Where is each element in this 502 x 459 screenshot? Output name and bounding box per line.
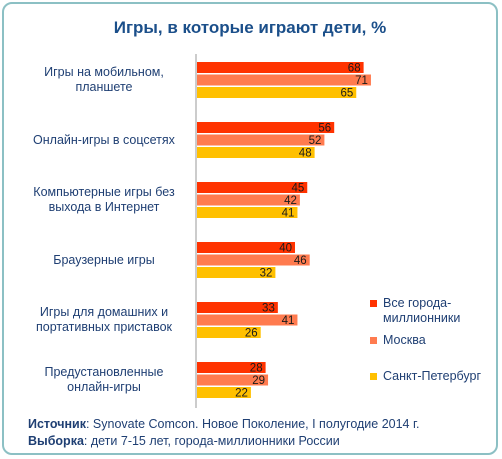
data-label-6-3: 22	[235, 388, 248, 400]
data-label-2-2: 52	[309, 135, 322, 147]
bar-2-2	[197, 134, 325, 146]
category-label-line: онлайн-игры	[67, 380, 141, 394]
legend-swatch-2	[370, 337, 377, 344]
bar-5-1	[197, 302, 278, 313]
category-label-line: выхода в Интернет	[48, 200, 160, 214]
legend-item-3: Санкт-Петербург	[370, 369, 481, 384]
bar-4-2	[197, 254, 310, 266]
bar-5-3	[197, 327, 261, 338]
data-label-3-2: 42	[284, 195, 297, 207]
category-label-line: Онлайн-игры в соцсетях	[33, 132, 175, 147]
data-label-5-3: 26	[245, 328, 258, 340]
category-label-5: Игры для домашних и портативных приставок	[18, 305, 190, 335]
category-label-line: портативных приставок	[35, 320, 173, 334]
data-label-4-2: 46	[294, 255, 307, 267]
category-label-1: Игры на мобильном, планшете	[18, 65, 190, 95]
category-label-line: Игры для домашних и	[39, 305, 169, 319]
legend-swatch-3	[370, 373, 377, 380]
legend-item-1: Все города-миллионники	[370, 296, 460, 326]
bar-1-2	[197, 74, 371, 86]
category-label-line: Игры на мобильном,	[44, 65, 164, 79]
legend-swatch-1	[370, 300, 377, 307]
category-label-line: планшете	[75, 80, 133, 94]
bar-6-2	[197, 374, 269, 386]
bar-3-1	[197, 182, 308, 193]
category-label-2: Онлайн-игры в соцсетях	[18, 133, 190, 148]
source-text: : Synovate Comcon. Новое Поколение, I по…	[85, 417, 420, 431]
bar-4-3	[197, 267, 276, 278]
category-label-line: Браузерные игры	[53, 252, 155, 267]
data-label-5-2: 41	[282, 315, 295, 327]
data-label-6-2: 29	[252, 375, 265, 387]
data-label-1-2: 71	[355, 75, 368, 87]
data-label-3-3: 41	[282, 208, 295, 220]
source-label: Источник	[28, 417, 86, 431]
bar-4-1	[197, 242, 295, 253]
sample-text: : дети 7-15 лет, города-миллионники Росс…	[83, 434, 340, 448]
data-label-1-1: 68	[348, 63, 361, 75]
bar-2-1	[197, 122, 335, 133]
data-label-1-3: 65	[340, 88, 353, 100]
chart-title: Игры, в которые играют дети, %	[113, 18, 387, 37]
data-label-3-1: 45	[291, 183, 304, 195]
category-label-4: Браузерные игры	[18, 253, 190, 268]
category-label-line: Предустановленные	[44, 365, 164, 379]
bar-6-1	[197, 362, 266, 373]
bar-3-2	[197, 194, 300, 206]
bar-2-3	[197, 147, 315, 158]
data-label-4-1: 40	[279, 243, 292, 255]
legend-label-line: Все города-	[383, 296, 452, 310]
source-line: Источник: Synovate Comcon. Новое Поколен…	[28, 416, 420, 433]
chart-footer: Источник: Synovate Comcon. Новое Поколен…	[28, 416, 420, 450]
bar-5-2	[197, 314, 298, 326]
data-label-4-3: 32	[260, 268, 273, 280]
legend-label-3: Санкт-Петербург	[383, 369, 481, 384]
data-label-6-1: 28	[250, 363, 263, 375]
legend-label-line: Санкт-Петербург	[383, 369, 482, 383]
sample-line: Выборка: дети 7-15 лет, города-миллионни…	[28, 433, 420, 450]
bar-3-3	[197, 207, 298, 218]
category-label-line: Компьютерные игры без	[33, 185, 175, 199]
chart-frame: Игры, в которые играют дети, % 68 71 65 56 5…	[2, 2, 498, 455]
legend-label-line: миллионники	[383, 311, 461, 325]
category-label-6: Предустановленные онлайн-игры	[18, 365, 190, 395]
data-label-2-3: 48	[299, 148, 312, 160]
sample-label: Выборка	[28, 434, 84, 448]
category-label-3: Компьютерные игры без выхода в Интернет	[18, 185, 190, 215]
legend-label-2: Москва	[383, 333, 426, 348]
bar-6-3	[197, 387, 251, 398]
bar-1-3	[197, 87, 357, 98]
legend-item-2: Москва	[370, 333, 426, 348]
legend-label-line: Москва	[383, 333, 426, 347]
bar-1-1	[197, 62, 364, 73]
data-label-5-1: 33	[262, 303, 275, 315]
data-label-2-1: 56	[318, 123, 331, 135]
legend-label-1: Все города-миллионники	[383, 296, 460, 326]
